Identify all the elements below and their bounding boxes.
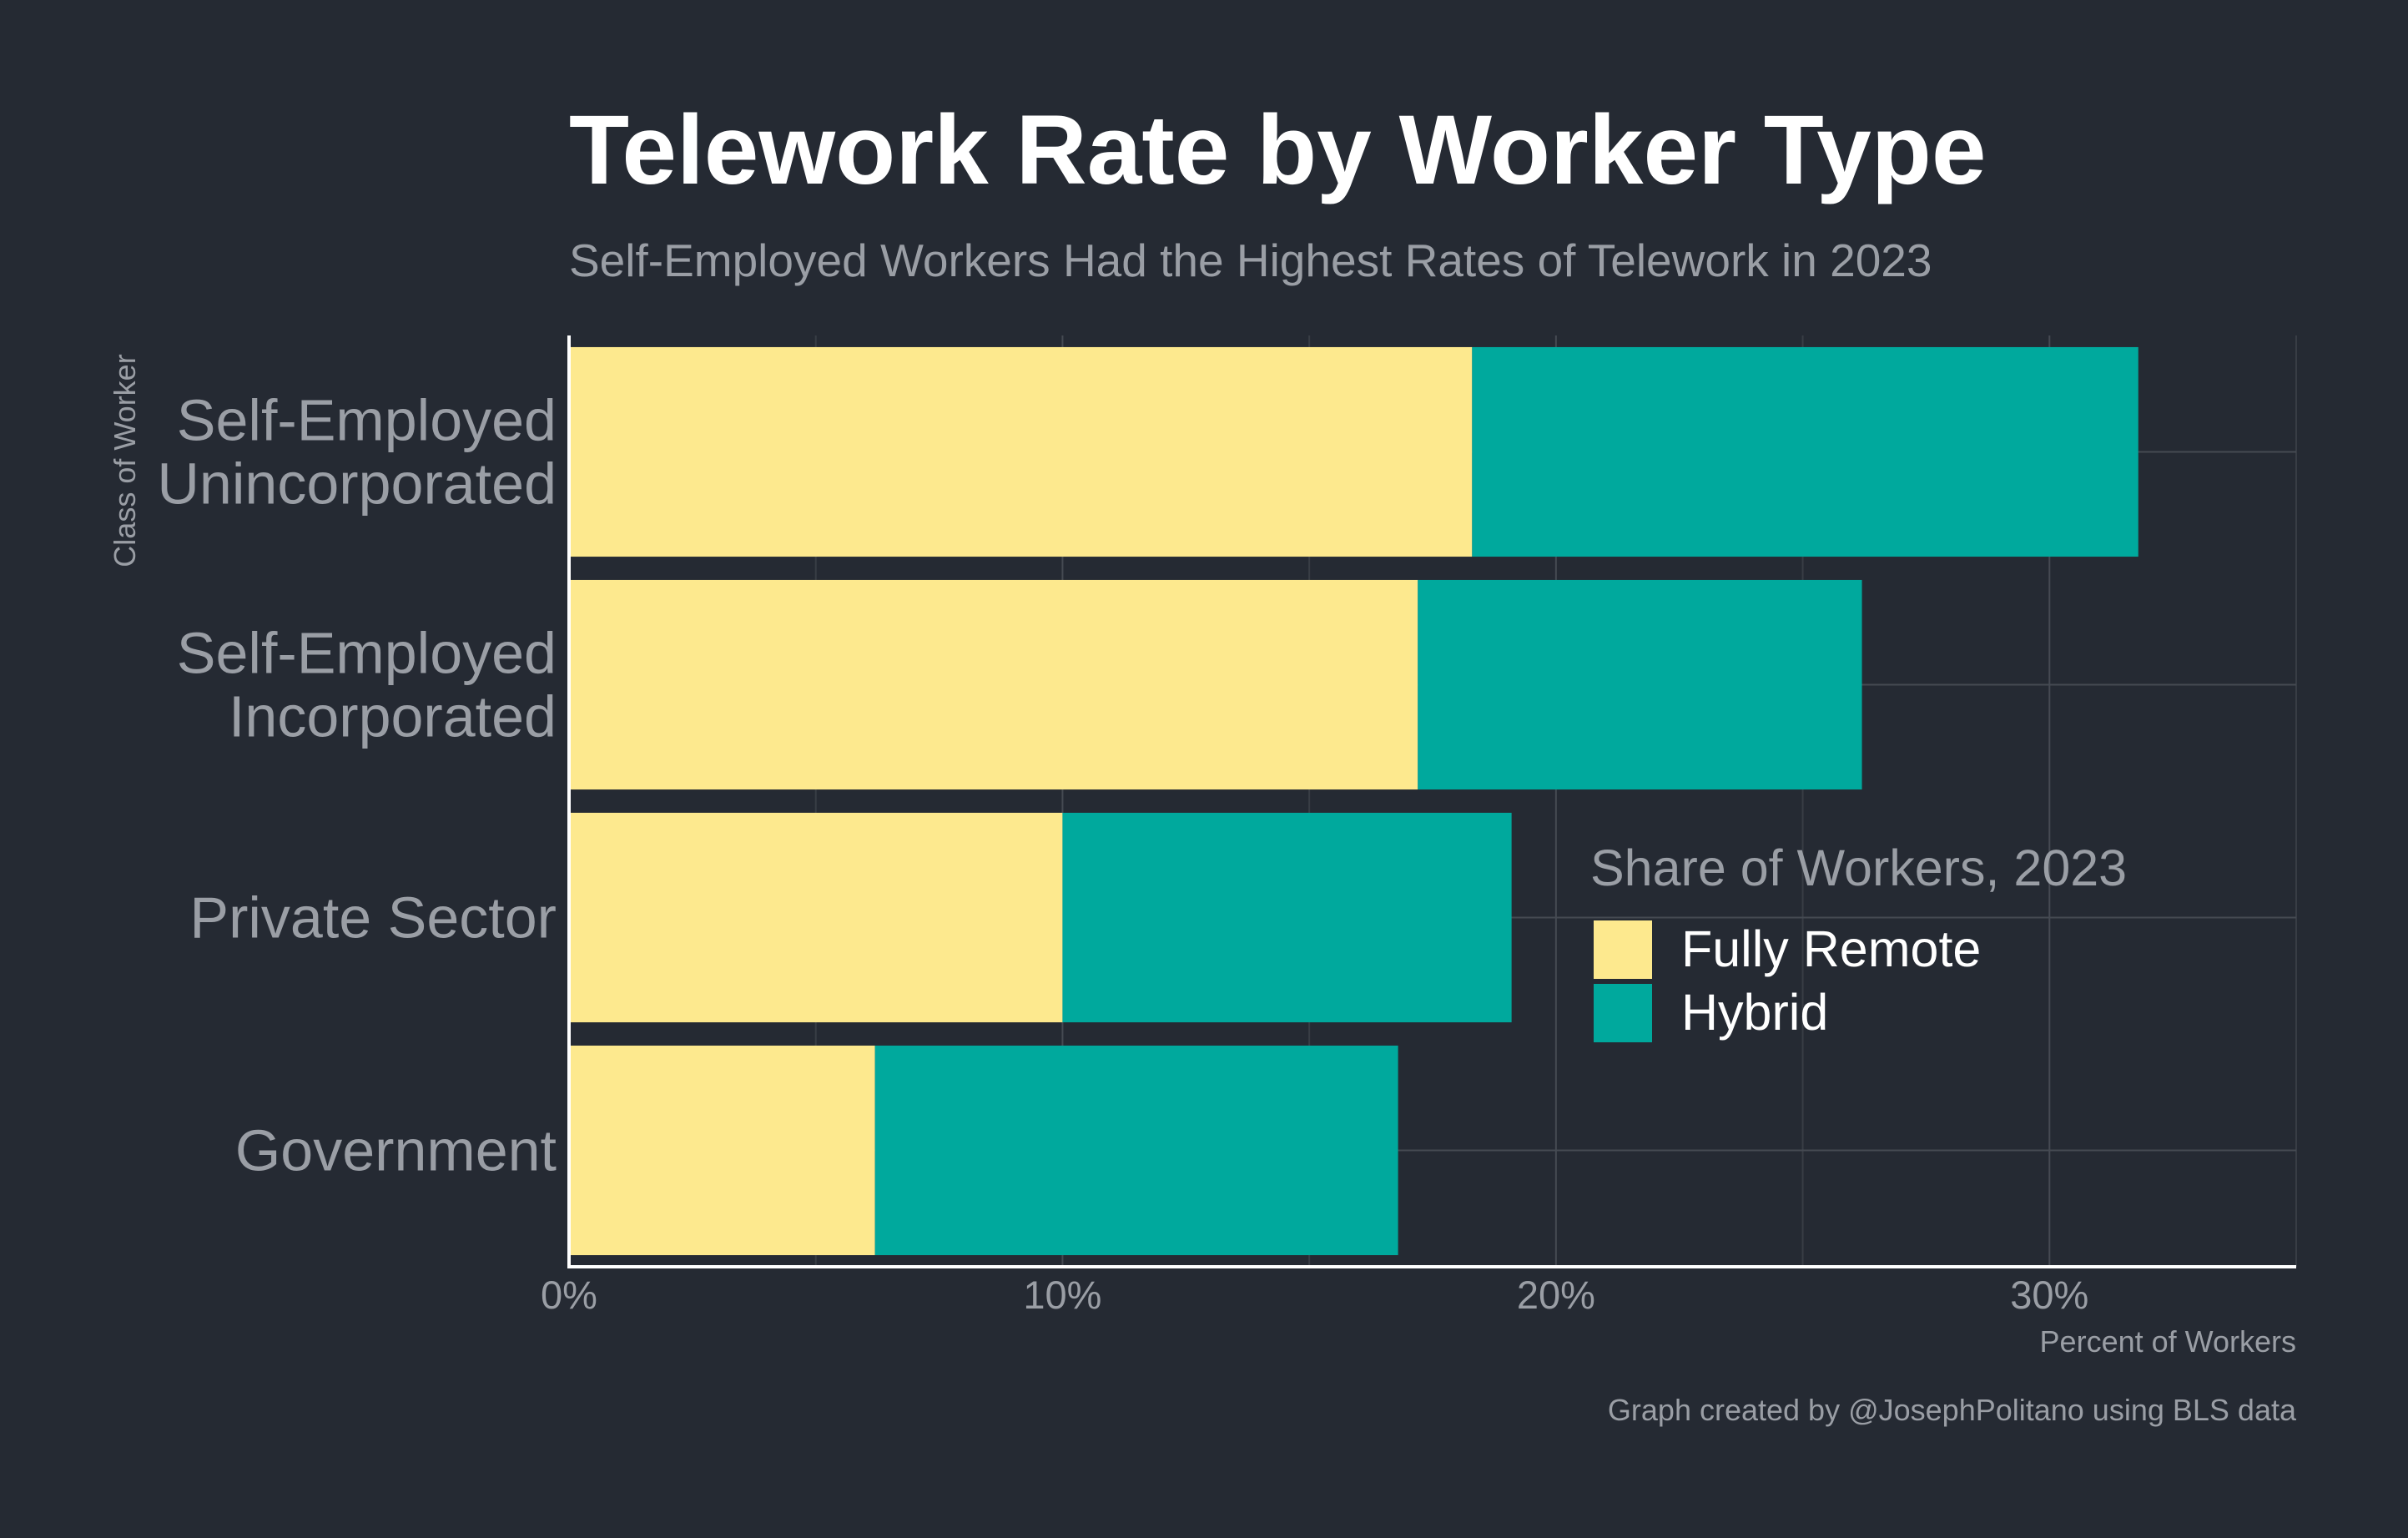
x-tick-label: 30% (2010, 1273, 2088, 1317)
y-axis-title: Class of Worker (108, 354, 142, 567)
category-label: Government (235, 1118, 557, 1183)
chart-subtitle: Self-Employed Workers Had the Highest Ra… (569, 234, 1932, 286)
bar-fully-remote-0 (569, 346, 1473, 557)
legend-swatch-hybrid (1594, 984, 1652, 1042)
category-label-line: Government (235, 1118, 557, 1183)
bars (569, 346, 2138, 1256)
legend: Share of Workers, 2023 Fully Remote Hybr… (1590, 840, 2127, 1042)
legend-title: Share of Workers, 2023 (1590, 840, 2127, 896)
category-label: Self-Employed Unincorporated (157, 388, 557, 517)
category-label: Self-Employed Incorporated (177, 621, 557, 749)
bar-hybrid-3 (874, 1045, 1398, 1256)
category-labels: Self-Employed UnincorporatedSelf-Employed… (157, 388, 557, 1183)
category-label-line: Private Sector (189, 885, 557, 951)
x-tick-label: 20% (1517, 1273, 1595, 1317)
category-label-line: Unincorporated (157, 451, 557, 517)
bar-hybrid-2 (1062, 812, 1512, 1023)
category-label-line: Self-Employed (177, 388, 557, 453)
chart-title: Telework Rate by Worker Type (569, 95, 1986, 205)
category-label-line: Incorporated (229, 684, 557, 749)
chart-caption: Graph created by @JosephPolitano using B… (1608, 1393, 2297, 1427)
axes (567, 335, 2296, 1268)
legend-label-fully-remote: Fully Remote (1681, 920, 1981, 977)
category-label-line: Self-Employed (177, 621, 557, 686)
bar-hybrid-0 (1472, 346, 2138, 557)
category-label: Private Sector (189, 885, 557, 951)
bar-fully-remote-3 (569, 1045, 875, 1256)
legend-label-hybrid: Hybrid (1681, 984, 1828, 1041)
legend-swatch-fully-remote (1594, 920, 1652, 979)
x-tick-label: 10% (1023, 1273, 1101, 1317)
bar-fully-remote-2 (569, 812, 1063, 1023)
bar-fully-remote-1 (569, 579, 1418, 790)
x-tick-label: 0% (541, 1273, 597, 1317)
bar-hybrid-1 (1418, 579, 1862, 790)
x-axis-title: Percent of Workers (2040, 1324, 2296, 1359)
x-tick-labels: 0% 10% 20% 30% (541, 1273, 2088, 1317)
